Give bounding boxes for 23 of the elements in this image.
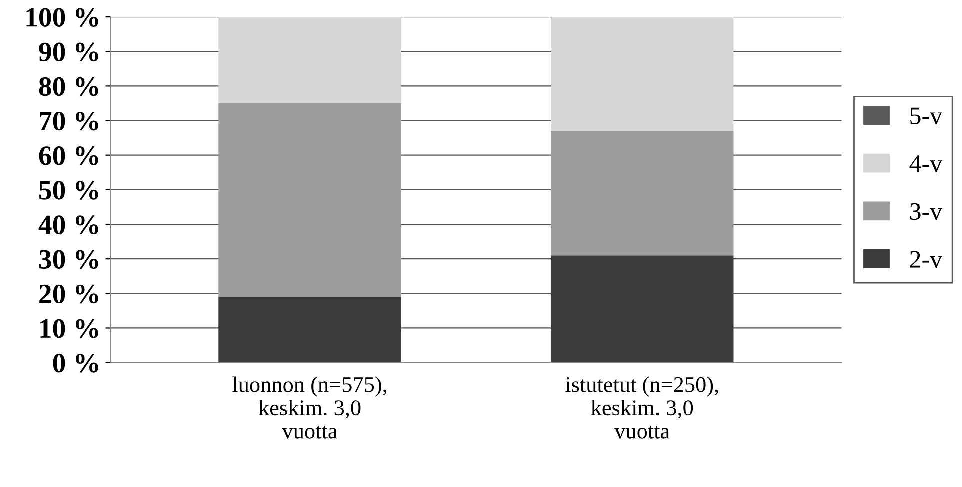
legend-label: 5-v [910, 108, 943, 125]
legend-label: 2-v [910, 251, 943, 268]
y-tick-label: 50 % [40, 181, 98, 200]
y-tick-label: 100 % [26, 8, 98, 28]
y-tick-label: 10 % [40, 319, 98, 338]
legend-label: 3-v [910, 203, 943, 220]
y-tick-label: 60 % [39, 146, 98, 166]
legend-label: 4-v [910, 156, 943, 172]
y-tick-label: 80 % [39, 77, 98, 96]
y-tick-label: 70 % [40, 112, 98, 131]
bar [550, 131, 734, 256]
bar [550, 17, 734, 132]
y-tick-label: 30 % [39, 250, 98, 270]
bar [218, 17, 402, 104]
y-tick-label: 40 % [38, 216, 98, 235]
y-tick-label: 0 % [53, 354, 98, 373]
y-tick-label: 90 % [39, 42, 98, 62]
bar [550, 256, 734, 363]
x-tick-label: luonnon (n=575), keskim. 3,0 vuotta [232, 376, 386, 439]
bar [218, 103, 402, 298]
bar [218, 297, 402, 363]
y-tick-label: 20 % [40, 284, 98, 304]
x-tick-label: istutetut (n=250), keskim. 3,0 vuotta [566, 376, 718, 439]
